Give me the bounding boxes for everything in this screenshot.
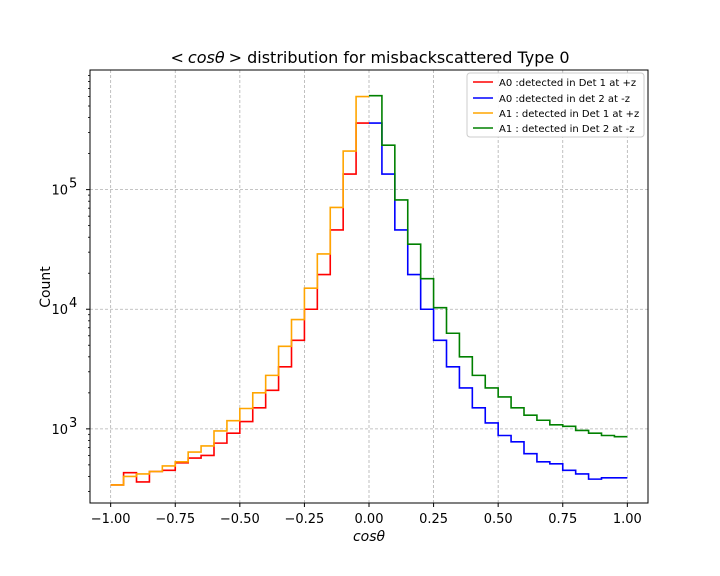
y-tick-label: 10 <box>51 303 68 318</box>
x-axis-ticks: −1.00 −0.75 −0.50 −0.25 0.00 0.25 0.50 0.75 1.00 <box>91 503 642 527</box>
y-tick-label: 10 <box>51 184 68 199</box>
x-tick-label: −0.75 <box>155 512 195 527</box>
x-tick-label: 1.00 <box>613 512 642 527</box>
title-suffix: > distribution for misbackscattered Type… <box>229 48 570 67</box>
y-tick-exponent: 4 <box>69 296 77 311</box>
legend-label-1: A0 :detected in det 2 at -z <box>499 94 630 105</box>
y-axis-label: Count <box>38 266 54 308</box>
x-tick-label: 0.75 <box>548 512 577 527</box>
x-tick-label: 0.00 <box>355 512 384 527</box>
x-tick-label: 0.50 <box>484 512 513 527</box>
series-layer <box>110 94 628 486</box>
x-tick-label: −0.50 <box>220 512 260 527</box>
x-tick-label: −0.25 <box>284 512 324 527</box>
chart-title: < cosθ > distribution for misbackscattered… <box>170 48 569 67</box>
legend-label-0: A0 :detected in Det 1 at +z <box>499 78 636 89</box>
title-prefix: < <box>170 48 183 67</box>
grid-lines <box>90 70 648 503</box>
legend-label-3: A1 : detected in Det 2 at -z <box>499 124 634 135</box>
legend: A0 :detected in Det 1 at +z A0 :detected… <box>466 72 645 138</box>
x-tick-label: −1.00 <box>91 512 131 527</box>
legend-label-2: A1 : detected in Det 1 at +z <box>499 109 639 120</box>
series-step-line-2 <box>110 95 369 486</box>
series-step-line-3 <box>369 94 628 438</box>
x-axis-label: cosθ <box>353 529 386 545</box>
legend-box <box>466 72 645 138</box>
y-tick-label: 10 <box>51 423 68 438</box>
series-step-line-1 <box>369 122 628 480</box>
title-math: cosθ <box>188 48 225 67</box>
y-tick-exponent: 3 <box>69 416 77 431</box>
y-tick-exponent: 5 <box>69 177 77 192</box>
x-tick-label: 0.25 <box>419 512 448 527</box>
